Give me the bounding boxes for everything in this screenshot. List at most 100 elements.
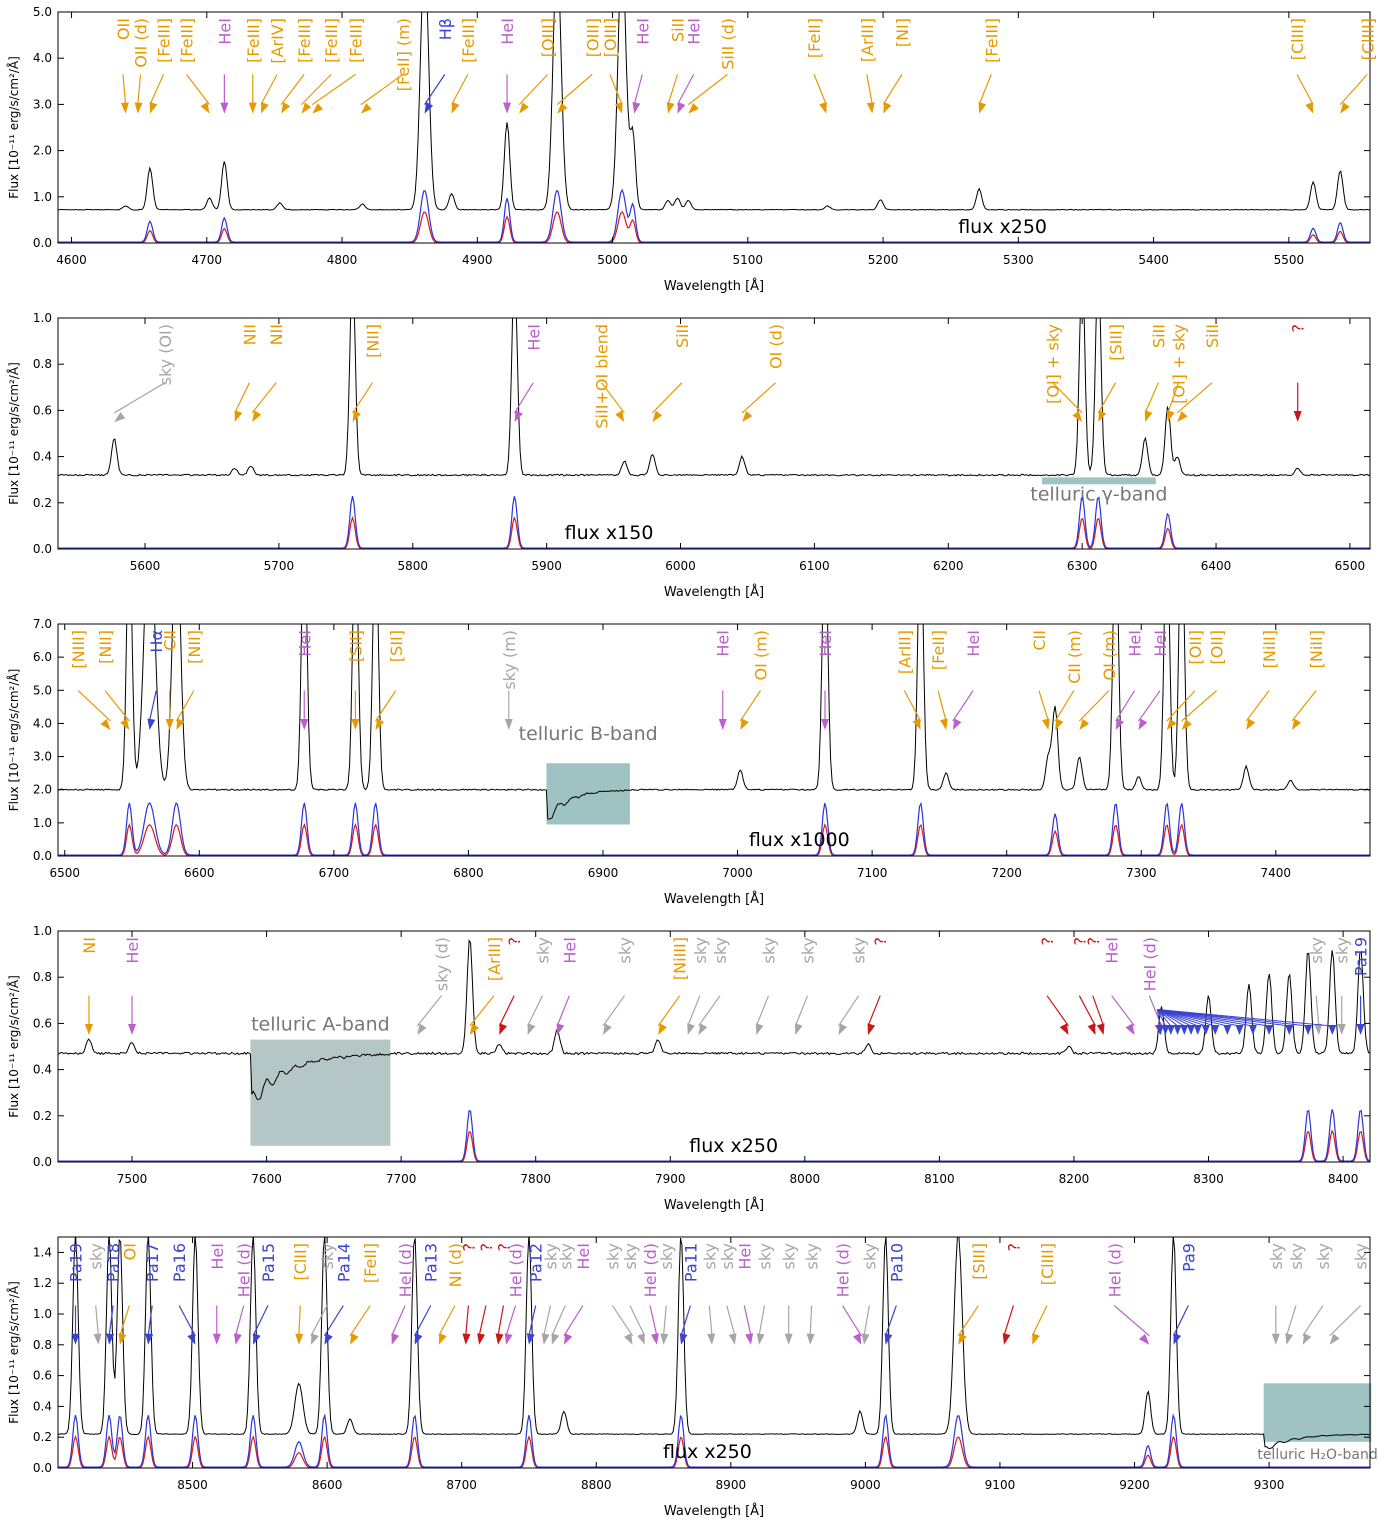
line-id-label: HeI — [560, 937, 579, 964]
y-tick-label: 4.0 — [33, 51, 52, 65]
spectrum-panel-4: telluric A-band 7500 7600 7700 7800 7900 8000 8… — [6, 924, 1371, 1213]
band-label: telluric A-band — [251, 1013, 390, 1035]
arrow-head — [1144, 410, 1153, 422]
line-id-label: HeI — [524, 324, 543, 351]
line-id-arrow — [260, 74, 278, 105]
line-id-arrow — [77, 690, 111, 722]
plot-area — [58, 624, 1370, 856]
arrow-head — [300, 719, 309, 731]
arrow-head — [147, 718, 156, 731]
line-id-arrow — [147, 1305, 153, 1336]
arrow-head — [301, 102, 312, 114]
line-id-arrow — [633, 74, 643, 105]
arrow-head — [1115, 718, 1125, 731]
line-id-label: OI (m) — [751, 630, 770, 680]
line-id-blue: Pa15 — [252, 1243, 278, 1345]
line-id-arrow — [1144, 382, 1160, 414]
x-tick-label: 8000 — [790, 1172, 821, 1186]
x-axis-label: Wavelength [Å] — [664, 1503, 764, 1519]
arrow-head — [1337, 1023, 1346, 1035]
line-id-arrow — [1285, 1305, 1297, 1336]
line-id-label: Pa12 — [527, 1243, 546, 1282]
line-id-orange: SiII (d) — [687, 18, 738, 114]
arrow-head — [120, 102, 129, 114]
arrow-head — [624, 1333, 633, 1345]
line-id-label: sky — [616, 937, 635, 964]
plot-frame — [57, 930, 1371, 1163]
line-id-orange: [ClIII] — [1339, 18, 1377, 114]
line-id-label: CII (m) — [1065, 630, 1084, 684]
line-id-label: HeI — [735, 1243, 754, 1270]
line-id-arrow — [563, 1305, 584, 1337]
line-id-label: HeI (d) — [396, 1243, 415, 1297]
line-id-gray: sky — [755, 1243, 774, 1345]
arrow-head — [1087, 1023, 1096, 1035]
line-id-label: [OIII] — [601, 18, 620, 57]
line-id-orange: OII (d) — [132, 18, 151, 114]
line-id-orange: [SII] — [375, 630, 406, 731]
x-tick-label: 6000 — [665, 559, 696, 573]
y-tick-label: 1.0 — [33, 190, 52, 204]
x-tick-label: 7000 — [722, 866, 753, 880]
arrow-head — [71, 1333, 80, 1345]
line-id-arrow — [687, 73, 728, 106]
spectrum-blue-line — [58, 1413, 1370, 1468]
line-id-arrow — [1052, 382, 1083, 414]
x-tick-label: 5500 — [1274, 253, 1305, 267]
arrow-head — [527, 1023, 536, 1035]
arrow-head — [1293, 410, 1302, 422]
line-id-arrow — [528, 1305, 537, 1336]
arrow-head — [1125, 1023, 1135, 1035]
line-id-label: [FeIII] — [244, 18, 263, 63]
line-id-arrow — [1003, 1305, 1014, 1336]
line-id-blue: Pa14 — [323, 1243, 353, 1345]
line-id-gray: sky (m) — [500, 630, 519, 731]
x-tick-label: 8800 — [581, 1478, 612, 1492]
line-id-gray: sky — [1267, 1243, 1286, 1345]
arrow-head — [1055, 718, 1064, 731]
line-id-label: [FeIII] — [177, 18, 196, 63]
arrow-head — [128, 1023, 137, 1035]
line-id-label: [NII] — [96, 630, 115, 664]
y-tick-label: 0.0 — [33, 1155, 52, 1169]
line-id-arrow — [416, 995, 442, 1027]
arrow-head — [861, 1333, 870, 1345]
line-id-orange: OI (d) — [741, 324, 786, 422]
arrow-head — [134, 102, 143, 114]
spectrum-panel-2: telluric γ-band 5600 5700 5800 5900 6000 6100 6… — [6, 311, 1371, 600]
arrow-head — [260, 101, 269, 114]
arrow-head — [295, 1333, 304, 1345]
arrow-head — [1314, 1023, 1323, 1035]
plot-frame — [57, 317, 1371, 550]
arrow-head — [1166, 410, 1175, 422]
arrow-head — [666, 102, 675, 114]
arrow-head — [551, 1333, 560, 1345]
arrow-head — [1002, 1333, 1011, 1345]
arrow-head — [1291, 718, 1302, 731]
line-id-label: HeI (d) — [235, 1243, 254, 1297]
line-id-arrow — [1092, 995, 1105, 1027]
line-id-label: Pa10 — [887, 1243, 906, 1282]
line-id-orange: NI (d) — [438, 1243, 465, 1345]
band-label: telluric B-band — [519, 723, 658, 745]
line-id-orange: [ArIII] — [858, 18, 877, 114]
line-id-red: ? — [867, 937, 890, 1035]
y-tick-label: 0.8 — [33, 357, 52, 371]
line-id-red: ? — [459, 1243, 478, 1345]
x-tick-label: 8400 — [1328, 1172, 1359, 1186]
arrow-head — [281, 102, 291, 114]
line-id-magenta: HeI (d) — [641, 1243, 660, 1345]
y-tick-label: 0.8 — [33, 1338, 52, 1352]
line-id-label: [SIII] — [969, 1243, 988, 1280]
line-id-label: sky — [1314, 1243, 1333, 1270]
series-arrow — [1157, 1009, 1333, 1027]
y-tick-label: 1.0 — [33, 924, 52, 938]
line-id-label: [FeII] — [929, 630, 948, 670]
arrow-head — [114, 412, 126, 422]
line-id-label: HeI — [574, 1243, 593, 1270]
line-id-arrow — [438, 1305, 456, 1337]
arrow-head — [614, 101, 623, 114]
line-id-gray: sky — [837, 937, 869, 1035]
line-id-orange: OI (m) — [739, 630, 770, 731]
arrow-head — [819, 101, 827, 114]
